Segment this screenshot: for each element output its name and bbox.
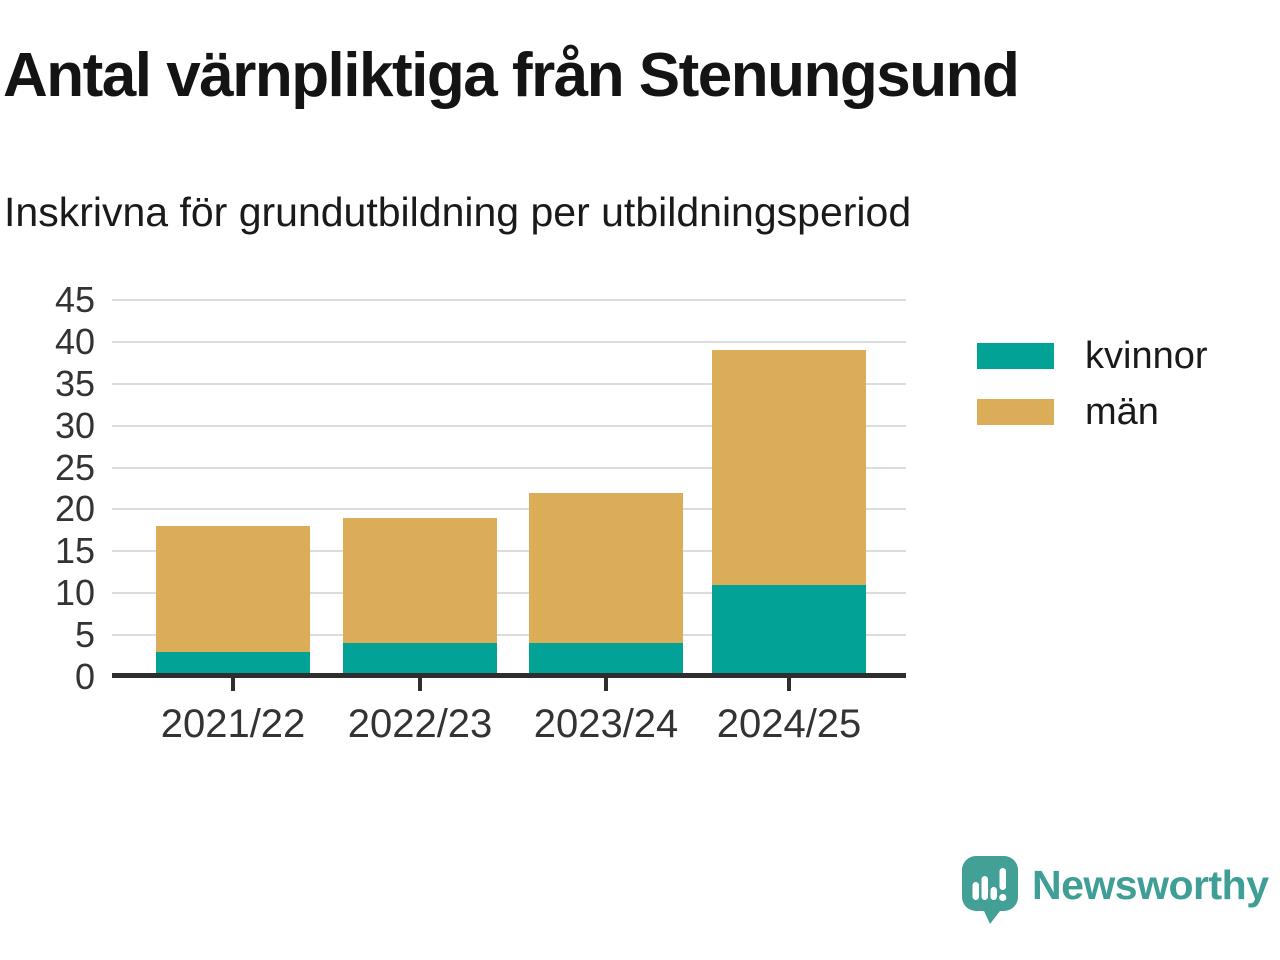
gridline-y40 (112, 340, 906, 343)
chart-title: Antal värnpliktiga från Stenungsund (3, 41, 1020, 110)
gridline-y25 (112, 466, 906, 469)
y-axis-tick-label: 15 (54, 530, 95, 572)
legend-swatch-kvinnor (977, 343, 1054, 369)
bar-segment-män-2021/22 (156, 526, 310, 652)
y-axis-tick-label: 20 (54, 488, 95, 530)
x-axis-tick-label: 2023/24 (533, 702, 679, 746)
x-axis-tick-mark (418, 678, 422, 691)
x-axis-line (112, 673, 906, 678)
newsworthy-logo-text: Newsworthy (1032, 861, 1269, 908)
legend-swatch-man (977, 399, 1054, 425)
chart-subtitle: Inskrivna för grundutbildning per utbild… (4, 189, 912, 235)
legend: kvinnor män (977, 328, 1208, 440)
x-axis-tick-mark (231, 678, 235, 691)
legend-label-man: män (1085, 390, 1159, 433)
bar-segment-män-2024/25 (712, 350, 866, 585)
bar-segment-män-2023/24 (529, 492, 683, 644)
gridline-y45 (112, 299, 906, 301)
bar-segment-kvinnor-2024/25 (712, 584, 866, 677)
legend-item-man: män (977, 384, 1208, 440)
gridline-y35 (112, 382, 906, 385)
legend-item-kvinnor: kvinnor (977, 328, 1208, 384)
bar-segment-kvinnor-2022/23 (343, 643, 497, 677)
bar-segment-kvinnor-2023/24 (529, 643, 683, 677)
newsworthy-logo-icon (962, 856, 1018, 924)
legend-label-kvinnor: kvinnor (1085, 334, 1208, 377)
gridline-y20 (112, 508, 906, 511)
y-axis-tick-label: 35 (54, 362, 95, 404)
gridline-y30 (112, 424, 906, 427)
y-axis-tick-label: 10 (54, 572, 95, 614)
x-axis-tick-mark (604, 678, 608, 691)
x-axis-tick-label: 2021/22 (160, 702, 306, 746)
gridline-y15 (112, 550, 906, 553)
y-axis-tick-label: 0 (74, 656, 95, 697)
y-axis-tick-label: 45 (54, 279, 95, 320)
y-axis-tick-label: 30 (54, 404, 95, 446)
x-axis-tick-mark (787, 678, 791, 691)
y-axis-tick-label: 40 (54, 320, 95, 362)
bar-segment-kvinnor-2021/22 (156, 651, 310, 677)
y-axis-tick-label: 25 (54, 446, 95, 488)
x-axis-tick-label: 2024/25 (716, 702, 862, 746)
newsworthy-logo: Newsworthy (962, 856, 1269, 926)
y-axis-tick-label: 5 (74, 614, 95, 656)
bar-segment-män-2022/23 (343, 517, 497, 644)
x-axis-tick-label: 2022/23 (347, 702, 493, 746)
gridline-y10 (112, 592, 906, 595)
gridline-y5 (112, 634, 906, 637)
